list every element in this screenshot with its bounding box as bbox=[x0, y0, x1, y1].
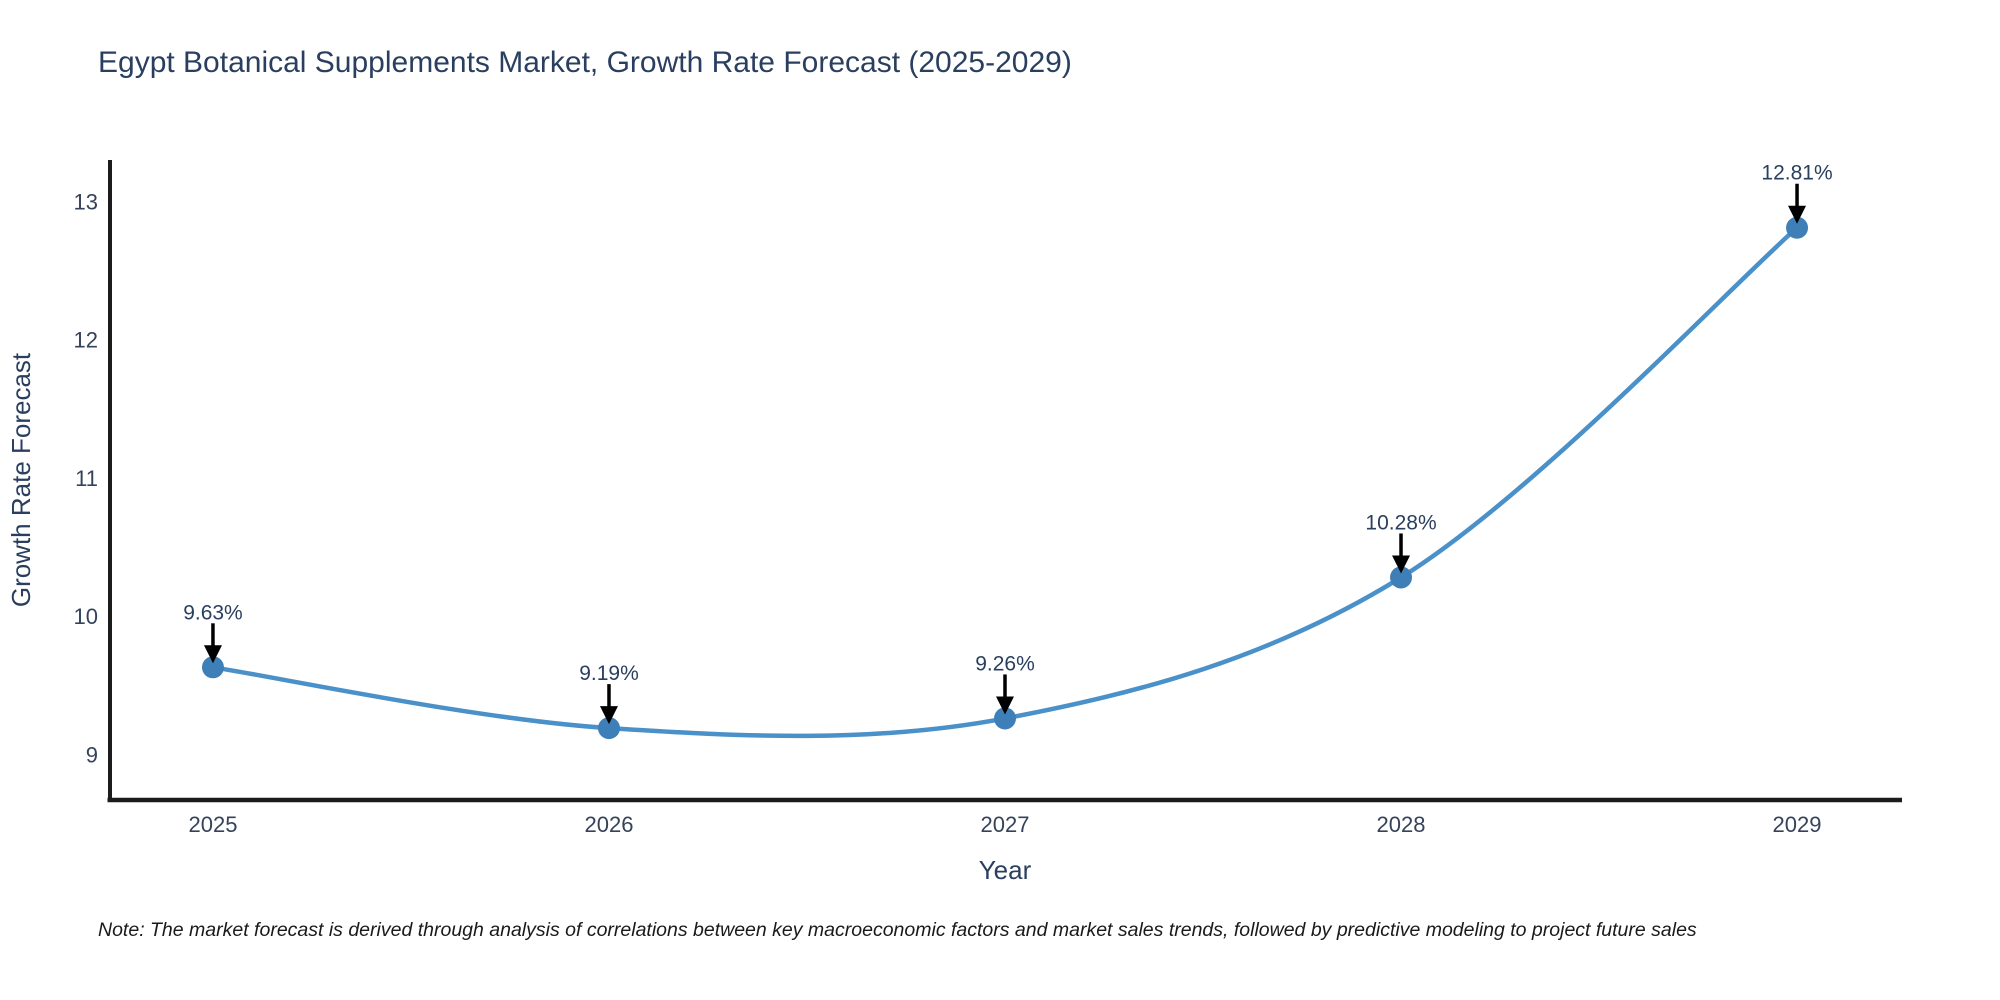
data-point-label: 9.63% bbox=[183, 601, 243, 624]
data-point-marker bbox=[1390, 566, 1413, 589]
y-tick-label: 9 bbox=[86, 742, 98, 767]
data-point-marker bbox=[1786, 216, 1809, 239]
y-axis-title: Growth Rate Forecast bbox=[6, 352, 36, 607]
series-line bbox=[210, 225, 1800, 739]
annotation-layer: 9.63% 9.19% 9.26% 10.28% 12.81% bbox=[183, 162, 1833, 725]
data-point-label: 9.26% bbox=[975, 652, 1035, 675]
ticks-layer: 13 12 11 10 9 2025 2026 2027 2028 2029 bbox=[74, 189, 1822, 837]
series-layer bbox=[201, 216, 1809, 740]
x-tick-label: 2028 bbox=[1377, 812, 1426, 837]
data-point-label: 10.28% bbox=[1365, 511, 1436, 534]
axes-layer bbox=[107, 160, 1902, 803]
x-tick-label: 2027 bbox=[981, 812, 1030, 837]
data-point-label: 12.81% bbox=[1761, 162, 1832, 185]
annotation-arrowhead bbox=[203, 645, 222, 664]
data-point-marker bbox=[994, 707, 1016, 730]
x-tick-label: 2026 bbox=[585, 812, 634, 837]
x-tick-label: 2025 bbox=[188, 812, 237, 837]
y-tick-label: 11 bbox=[75, 466, 98, 491]
annotation-arrowhead bbox=[1392, 555, 1411, 574]
chart-title: Egypt Botanical Supplements Market, Grow… bbox=[98, 46, 1072, 79]
x-axis-title: Year bbox=[979, 855, 1032, 885]
y-tick-label: 10 bbox=[74, 604, 98, 629]
data-point-marker bbox=[201, 656, 224, 679]
annotation-arrowhead bbox=[996, 696, 1014, 715]
x-tick-label: 2029 bbox=[1773, 812, 1822, 837]
data-point-label: 9.19% bbox=[579, 662, 639, 685]
y-tick-label: 12 bbox=[74, 328, 98, 353]
y-tick-label: 13 bbox=[74, 189, 98, 214]
annotation-arrowhead bbox=[599, 706, 618, 725]
footnote: Note: The market forecast is derived thr… bbox=[98, 919, 1697, 941]
data-point-marker bbox=[597, 717, 620, 740]
annotation-arrowhead bbox=[1788, 205, 1807, 224]
